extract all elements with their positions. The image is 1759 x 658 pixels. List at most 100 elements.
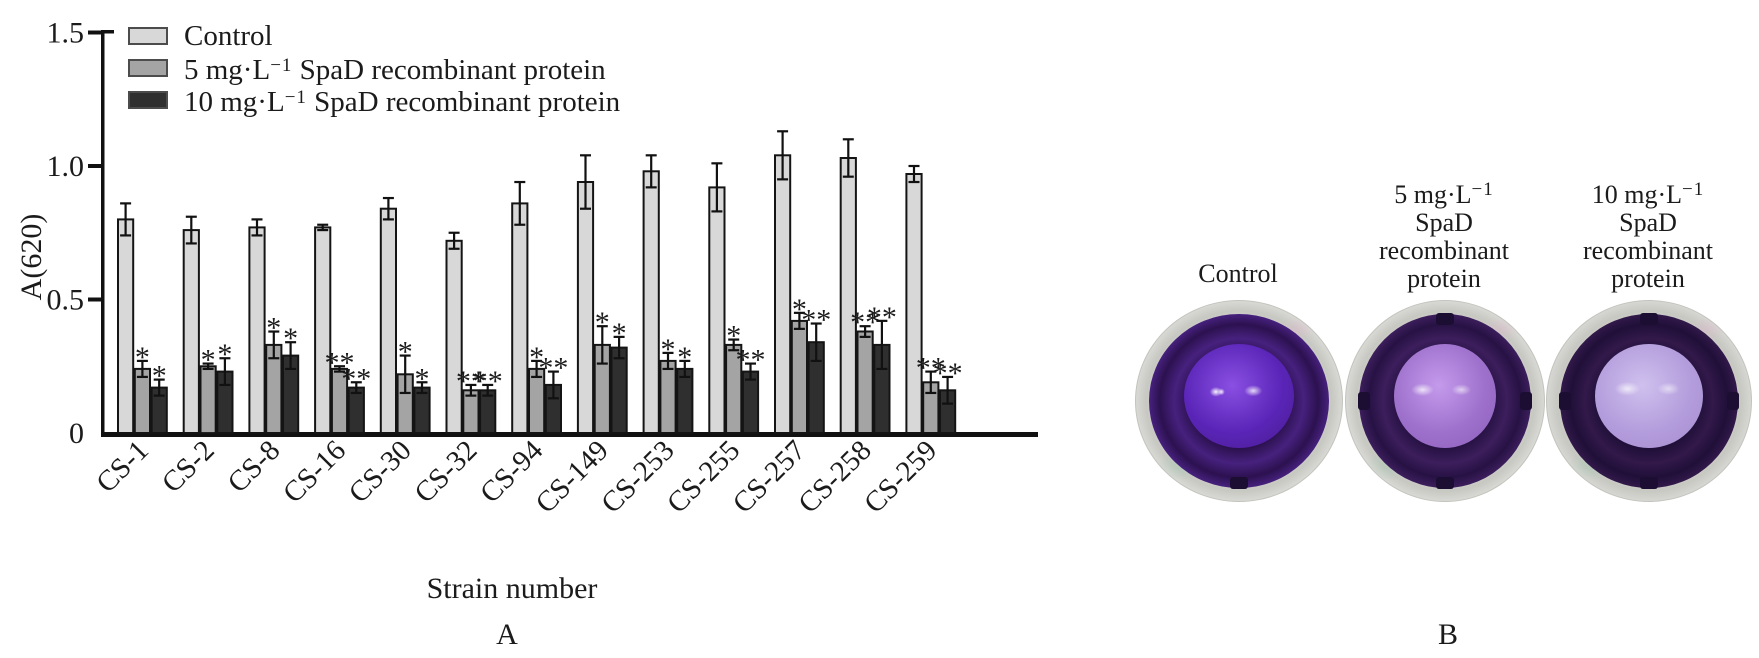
x-tick-label: CS-255 — [661, 434, 746, 519]
well-notch — [1230, 477, 1248, 489]
y-tick — [88, 30, 103, 35]
x-tick-label: CS-257 — [727, 434, 812, 519]
error-bar — [448, 231, 460, 250]
well-notch — [1436, 313, 1454, 325]
y-tick-label: 0.5 — [47, 284, 85, 317]
significance-marks: * — [398, 336, 413, 369]
well-notch — [1559, 392, 1571, 410]
error-bar — [514, 180, 526, 226]
x-tick-label: CS-8 — [222, 434, 287, 499]
y-tick — [88, 297, 103, 302]
significance-marks: * — [217, 338, 232, 371]
error-bar — [793, 311, 805, 330]
well-notch — [1640, 313, 1658, 325]
error-bar — [202, 362, 214, 371]
significance-marks: * — [529, 341, 544, 374]
legend-row: 5 mg·L−1 SpaD recombinant protein — [128, 53, 620, 86]
y-axis-line — [101, 30, 105, 437]
well-photo — [1546, 300, 1752, 502]
x-tick-label: CS-16 — [277, 434, 352, 509]
panel-a-label: A — [496, 618, 518, 651]
error-bar — [679, 359, 691, 379]
significance-marks: * — [612, 317, 627, 350]
bar — [856, 330, 874, 434]
significance-marks: ** — [801, 304, 831, 337]
well-liquid-ring — [1358, 313, 1532, 489]
well-label-line: Control — [1198, 259, 1278, 288]
legend-label: 10 mg·L−1 SpaD recombinant protein — [184, 86, 621, 118]
well-notch — [1358, 392, 1370, 410]
bar — [676, 367, 694, 434]
significance-marks: * — [135, 341, 150, 374]
error-bar — [350, 381, 362, 395]
bar — [659, 359, 677, 434]
error-bar — [334, 365, 345, 373]
significance-marks: * — [677, 341, 692, 374]
well-label-line: recombinant — [1379, 236, 1509, 265]
error-bar — [745, 362, 756, 381]
legend-row: Control — [128, 21, 620, 51]
well-label-line: protein — [1407, 264, 1481, 293]
bar — [905, 173, 923, 434]
x-axis-line — [101, 432, 1038, 437]
error-bar — [596, 325, 608, 365]
legend-swatch — [128, 59, 168, 77]
error-bar — [908, 164, 920, 184]
error-bar — [876, 319, 888, 371]
bar — [790, 319, 808, 434]
well-liquid-ring — [1559, 313, 1739, 489]
well-notch — [1640, 477, 1658, 489]
error-bar — [547, 370, 559, 400]
x-tick-label: CS-259 — [858, 434, 943, 519]
significance-marks: * — [792, 293, 807, 326]
y-tick-label: 0 — [69, 417, 84, 450]
error-bar — [153, 378, 165, 397]
significance-marks: * — [415, 362, 430, 395]
significance-marks: * — [266, 312, 281, 345]
significance-marks: * — [152, 360, 167, 393]
bar — [774, 154, 792, 435]
well-label-line: SpaD — [1619, 208, 1677, 237]
bar-chart-svg: 00.51.01.5**CS-1* *CS-2* *CS-8****CS-16**C… — [47, 17, 1038, 520]
error-bar — [728, 338, 740, 352]
error-bar — [285, 341, 297, 371]
well-notch — [1520, 392, 1532, 410]
significance-marks: ** — [473, 365, 503, 398]
error-bar — [120, 202, 132, 237]
well-label-line: 10 mg·L−1 — [1591, 179, 1705, 209]
error-bar — [268, 330, 280, 360]
legend-label: 5 mg·L−1 SpaD recombinant protein — [184, 54, 606, 86]
significance-marks: ** — [736, 344, 766, 377]
significance-marks: ** — [341, 362, 371, 395]
bar — [708, 186, 726, 434]
error-bar — [925, 370, 937, 395]
error-bar — [317, 223, 329, 232]
bar — [133, 367, 152, 434]
x-tick-label: CS-32 — [408, 434, 483, 509]
well-notch — [1727, 392, 1739, 410]
bar — [839, 157, 857, 434]
error-bar — [465, 383, 477, 397]
x-tick-label: CS-2 — [156, 434, 221, 499]
x-tick-label: CS-149 — [530, 434, 615, 519]
error-bar — [613, 335, 625, 360]
significance-marks: ** — [538, 352, 568, 385]
well-label-line: recombinant — [1583, 236, 1713, 265]
bar — [445, 239, 463, 434]
well-liquid-ring — [1149, 314, 1329, 489]
error-bar — [531, 359, 543, 379]
error-bar — [136, 359, 148, 379]
error-bar — [859, 325, 871, 338]
error-bar — [842, 138, 854, 178]
bar — [248, 226, 266, 434]
significance-marks: * — [595, 306, 610, 339]
well-liquid-center — [1394, 344, 1496, 448]
well-photo — [1345, 300, 1545, 502]
well-label: Control — [1123, 260, 1353, 288]
bar — [576, 181, 595, 434]
bar — [182, 229, 200, 434]
error-bar — [777, 130, 789, 181]
y-axis-title: A(620) — [15, 213, 48, 301]
significance-marks: * — [201, 344, 216, 377]
legend-swatch — [128, 27, 168, 45]
